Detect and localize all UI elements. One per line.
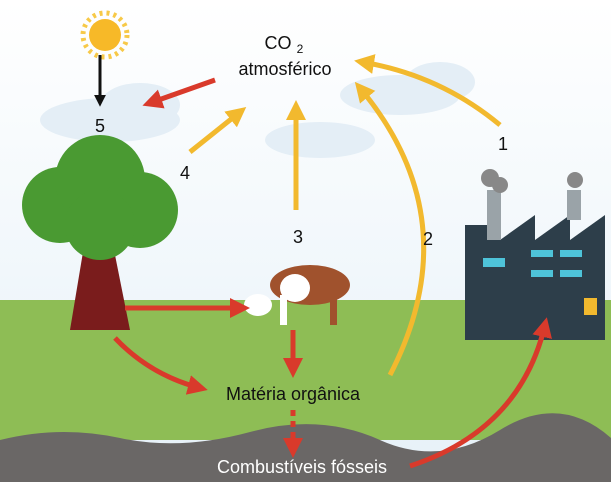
organic-matter-label: Matéria orgânica bbox=[226, 384, 361, 404]
step-number: 3 bbox=[293, 227, 303, 247]
carbon-cycle-diagram: CO 2 atmosférico 1 2 3 4 5 Matéria orgân… bbox=[0, 0, 611, 482]
co2-subscript: 2 bbox=[297, 42, 304, 56]
step-number: 2 bbox=[423, 229, 433, 249]
co2-label: CO bbox=[265, 33, 292, 53]
fossil-fuels-label: Combustíveis fósseis bbox=[217, 457, 387, 477]
step-number: 5 bbox=[95, 116, 105, 136]
co2-label-line2: atmosférico bbox=[238, 59, 331, 79]
step-number: 1 bbox=[498, 134, 508, 154]
step-number: 4 bbox=[180, 163, 190, 183]
